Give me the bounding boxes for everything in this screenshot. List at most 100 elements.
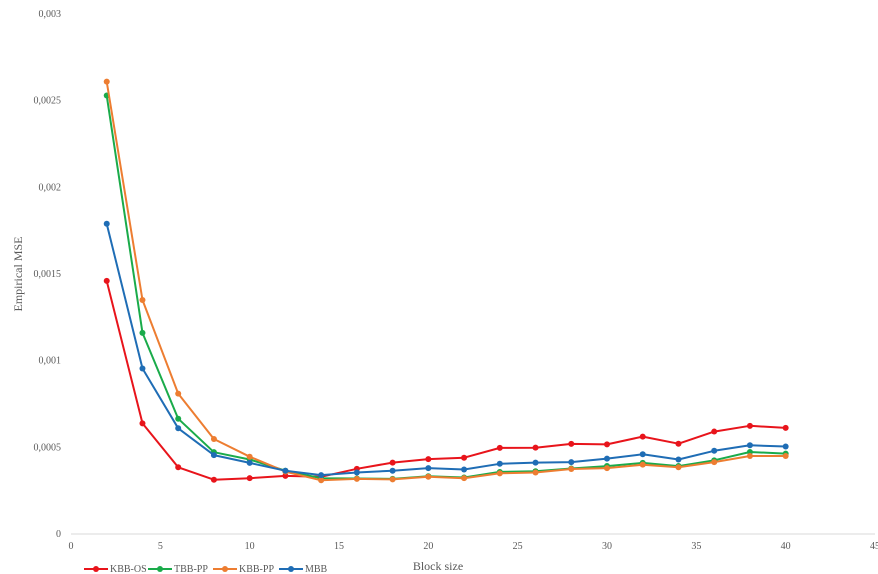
x-tick-labels: 0 5 10 15 20 25 30 35 40 45: [69, 541, 878, 552]
series-line: [105, 95, 786, 480]
legend-label: KBB-PP: [239, 564, 274, 574]
data-point: [711, 428, 718, 435]
data-point: [532, 469, 539, 476]
y-tick-label: 0,0005: [34, 442, 62, 453]
legend-label: MBB: [305, 564, 328, 574]
data-point: [604, 465, 610, 472]
data-point: [604, 441, 610, 448]
legend-entry: KBB-OS: [84, 564, 147, 574]
data-point: [568, 466, 575, 472]
data-point: [675, 456, 682, 463]
legend-marker: [93, 566, 99, 572]
data-point: [425, 465, 432, 472]
data-point: [175, 390, 182, 397]
data-point: [139, 420, 146, 427]
x-axis-title: Block size: [413, 559, 463, 573]
data-point: [389, 476, 396, 483]
data-point: [711, 459, 718, 466]
data-point: [496, 460, 503, 467]
data-point: [103, 277, 110, 284]
series-kbb-pp: [103, 78, 789, 484]
series-line: [105, 223, 786, 477]
data-point: [461, 466, 468, 473]
y-tick-label: 0,0015: [34, 269, 62, 280]
data-point: [210, 436, 217, 443]
legend-entry: MBB: [279, 564, 328, 574]
y-tick-label: 0: [56, 529, 61, 540]
data-point: [675, 464, 682, 471]
data-point: [782, 424, 789, 431]
y-tick-label: 0,003: [39, 9, 62, 20]
data-point: [604, 455, 610, 462]
data-point: [532, 459, 539, 466]
y-axis-title: Empirical MSE: [11, 237, 25, 312]
data-point: [639, 461, 646, 468]
data-point: [282, 467, 289, 474]
series-tbb-pp: [103, 92, 789, 482]
data-point: [318, 477, 325, 484]
x-tick-label: 10: [245, 541, 255, 552]
data-point: [318, 472, 325, 479]
data-point: [210, 476, 217, 483]
data-point: [639, 451, 646, 458]
data-point: [103, 78, 110, 85]
data-point: [782, 453, 789, 459]
y-tick-labels: 0 0,0005 0,001 0,0015 0,002 0,0025 0,003: [34, 9, 62, 540]
legend-marker: [157, 566, 163, 572]
x-tick-label: 15: [334, 541, 344, 552]
x-tick-label: 35: [691, 541, 701, 552]
y-tick-label: 0,0025: [34, 96, 62, 107]
data-point: [675, 440, 682, 447]
legend-label: KBB-OS: [110, 564, 147, 574]
data-point: [746, 422, 753, 429]
data-point: [246, 475, 253, 482]
data-point: [139, 329, 146, 336]
series-mbb: [103, 220, 789, 479]
data-point: [103, 220, 110, 227]
series-kbb-os: [103, 277, 789, 483]
legend-entry: TBB-PP: [148, 564, 208, 574]
data-point: [425, 456, 432, 463]
legend-marker: [222, 566, 228, 572]
data-point: [782, 443, 789, 450]
data-point: [210, 452, 217, 459]
x-tick-label: 20: [423, 541, 433, 552]
data-point: [532, 444, 539, 451]
series-lines: [103, 78, 789, 484]
data-point: [461, 454, 468, 461]
legend-marker: [288, 566, 294, 572]
series-line: [105, 280, 786, 481]
data-point: [496, 444, 503, 451]
x-tick-label: 25: [513, 541, 523, 552]
legend: KBB-OS TBB-PP KBB-PP MBB: [84, 564, 328, 574]
x-tick-label: 0: [69, 541, 74, 552]
data-point: [746, 453, 753, 459]
data-point: [568, 440, 575, 447]
data-point: [496, 470, 503, 477]
data-point: [461, 475, 468, 482]
data-point: [175, 464, 182, 471]
data-point: [139, 297, 146, 303]
legend-label: TBB-PP: [174, 564, 208, 574]
x-tick-label: 30: [602, 541, 612, 552]
data-point: [139, 365, 146, 372]
y-tick-label: 0,002: [39, 182, 62, 193]
data-point: [639, 433, 646, 440]
data-point: [568, 459, 575, 466]
data-point: [175, 415, 182, 422]
series-line: [105, 81, 786, 482]
data-point: [353, 469, 360, 476]
x-tick-label: 40: [781, 541, 791, 552]
data-point: [389, 467, 396, 474]
data-point: [389, 459, 396, 466]
data-point: [282, 472, 289, 479]
data-point: [175, 425, 182, 432]
legend-entry: KBB-PP: [213, 564, 274, 574]
x-tick-label: 45: [870, 541, 878, 552]
x-tick-label: 5: [158, 541, 163, 552]
data-point: [246, 459, 253, 466]
data-point: [746, 442, 753, 449]
y-tick-label: 0,001: [39, 356, 62, 367]
